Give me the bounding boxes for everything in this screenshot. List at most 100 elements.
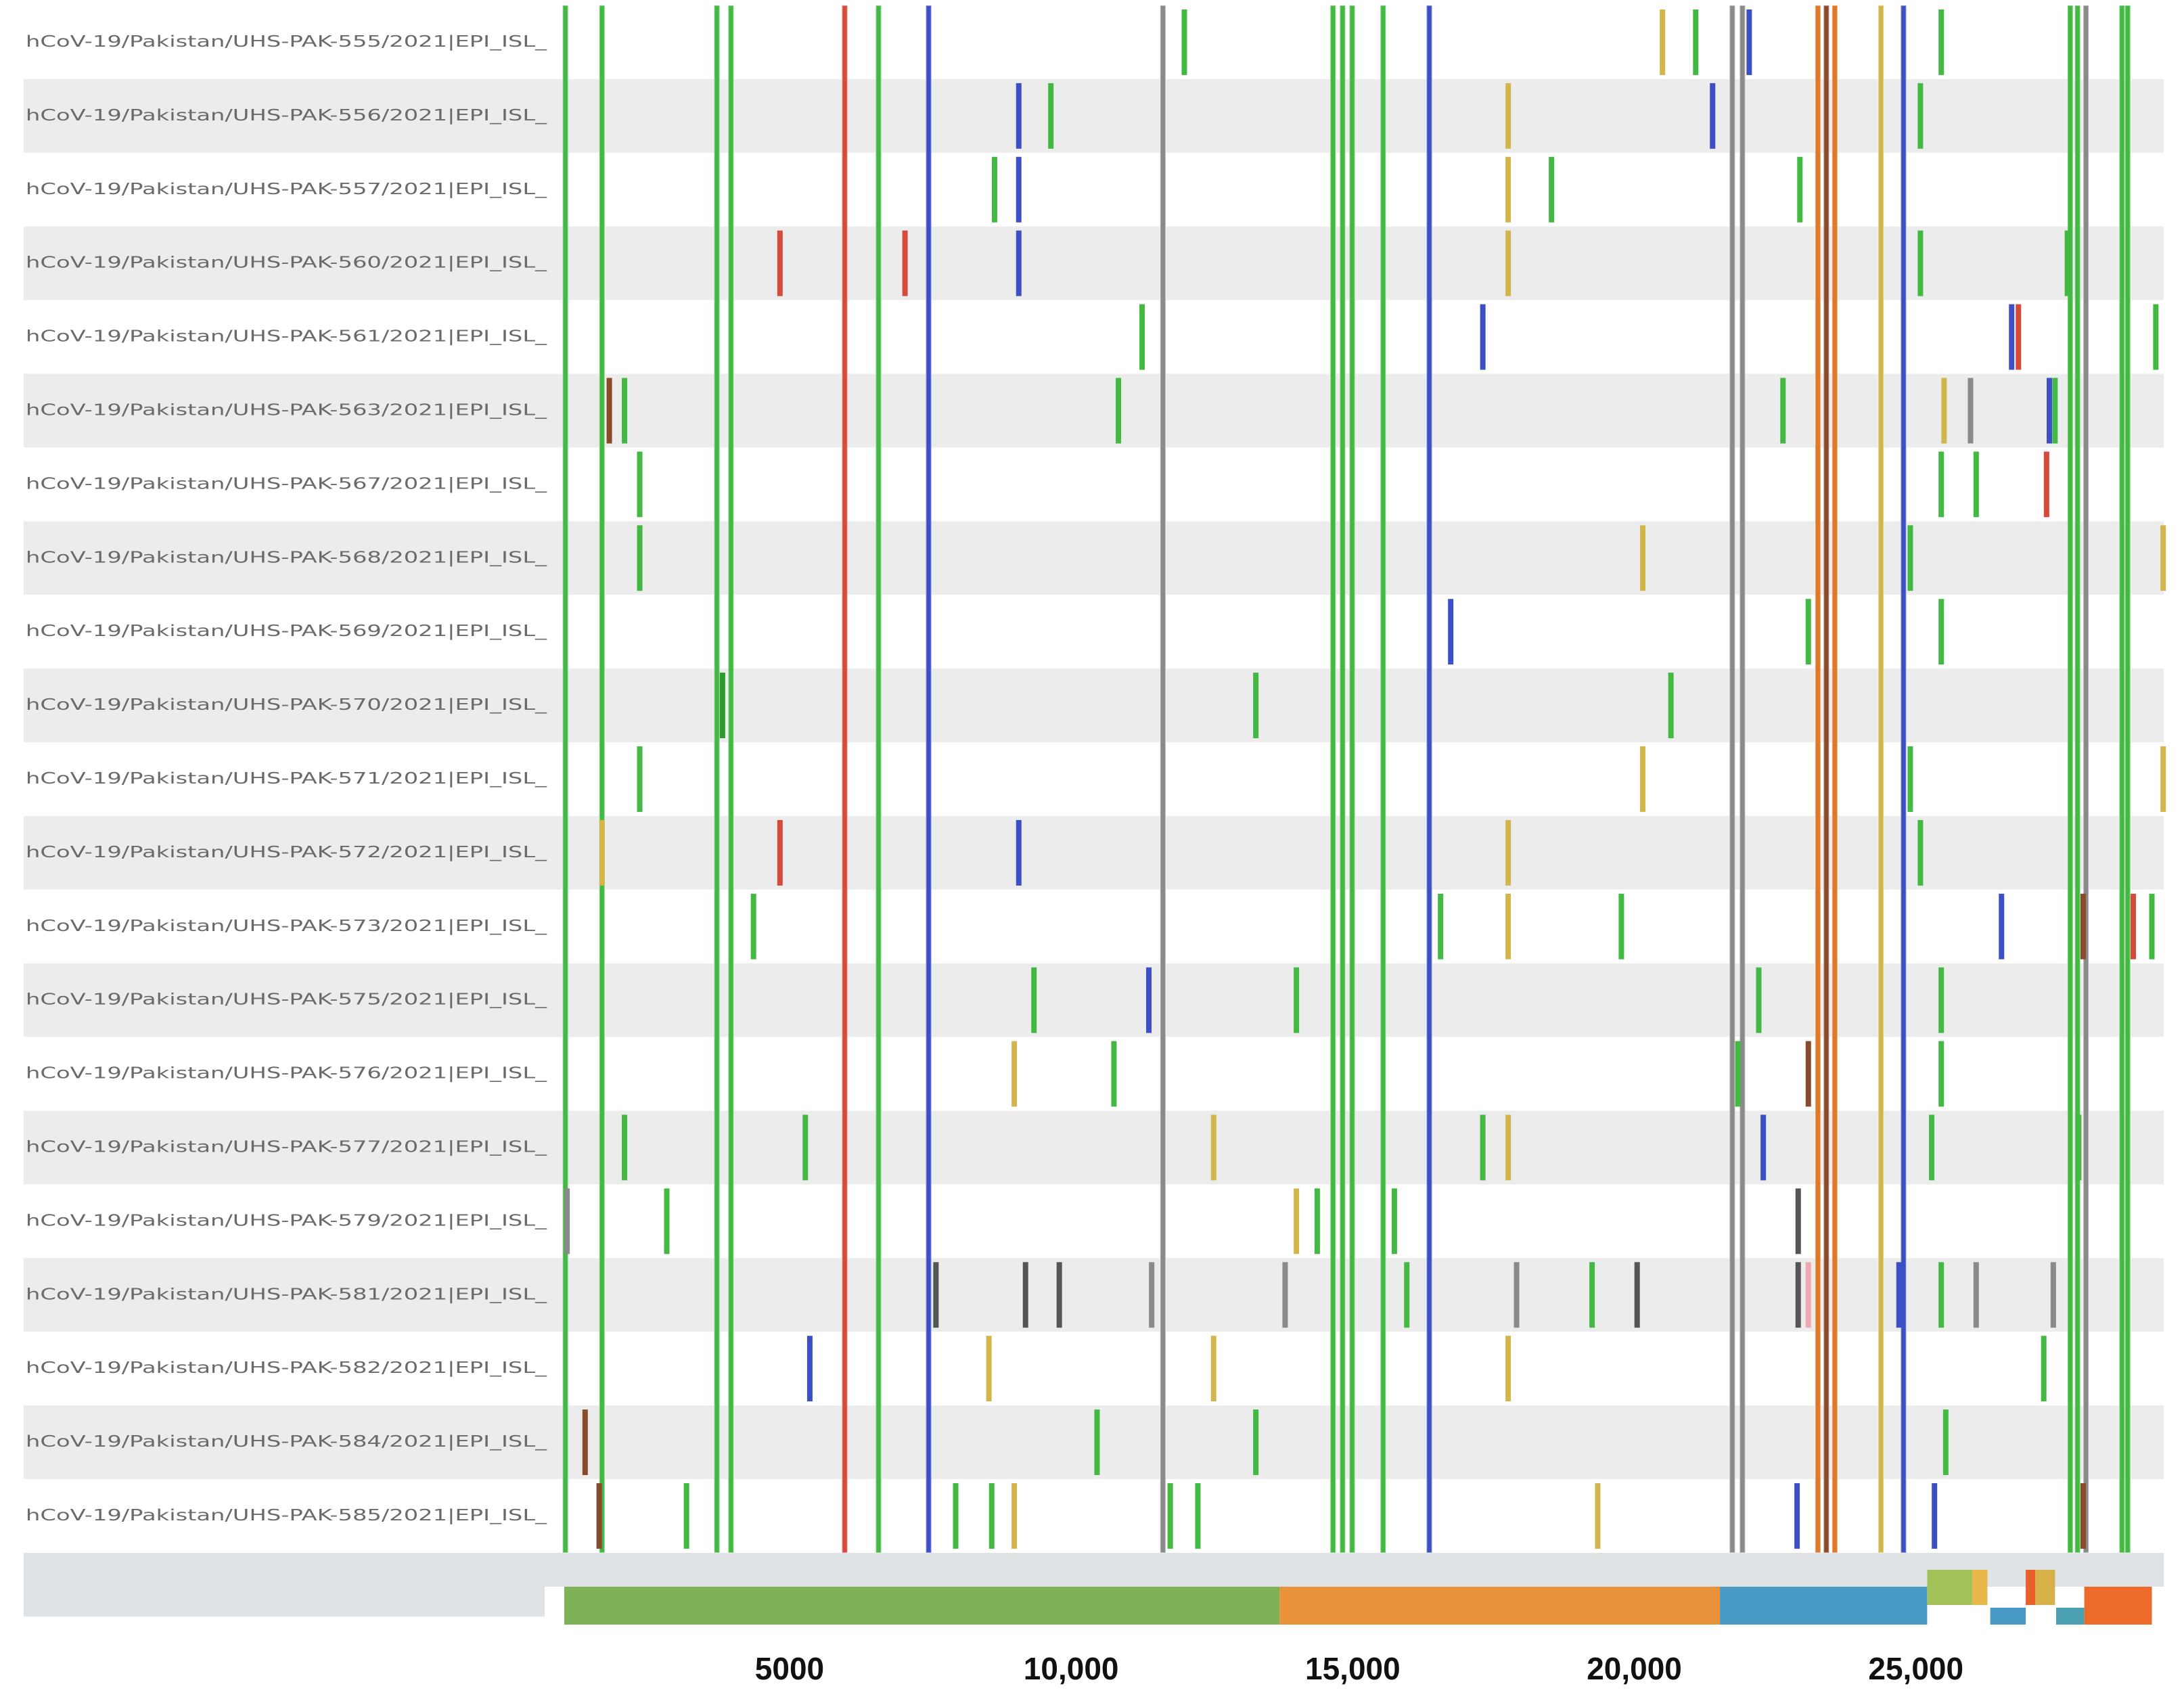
shared-mutation [1159,5,1166,1554]
mutation [1448,599,1454,665]
row-label: hCoV-19/Pakistan/UHS-PAK-567/2021|EPI_IS… [26,475,547,493]
mutation [596,1483,602,1549]
gene-track-background [24,1553,2164,1587]
row-stripe [24,889,2164,964]
row-stripe [24,963,2164,1037]
mutation [902,230,908,296]
mutation [986,1336,992,1402]
mutation [1505,893,1511,959]
mutation [1660,9,1666,75]
row-label: hCoV-19/Pakistan/UHS-PAK-577/2021|EPI_IS… [26,1138,547,1156]
mutation [2050,1262,2056,1328]
mutation [1917,83,1924,149]
mutation [1048,83,1054,149]
mutation [1294,1188,1300,1254]
gene-segment [1720,1587,1928,1625]
mutation [1973,451,1979,518]
mutation [2043,451,2049,518]
mutation [1932,1483,1938,1549]
mutation [1116,378,1122,444]
mutation [1967,378,1974,444]
row-label: hCoV-19/Pakistan/UHS-PAK-557/2021|EPI_IS… [26,181,547,198]
mutation [1634,1262,1640,1328]
mutation [2009,304,2015,370]
mutation [991,156,997,223]
mutation [1438,893,1444,959]
row-label: hCoV-19/Pakistan/UHS-PAK-575/2021|EPI_IS… [26,991,547,1009]
mutation [622,1114,628,1181]
mutation [1167,1483,1173,1549]
row-label: hCoV-19/Pakistan/UHS-PAK-582/2021|EPI_IS… [26,1359,547,1377]
mutation [777,230,783,296]
mutation [1031,967,1037,1033]
x-tick-label: 20,000 [1587,1651,1682,1686]
mutation [1780,378,1786,444]
mutation [1253,673,1259,738]
mutation [2041,1336,2047,1402]
label-footer [24,1587,545,1616]
row-label: hCoV-19/Pakistan/UHS-PAK-561/2021|EPI_IS… [26,328,547,346]
mutation [1595,1483,1601,1549]
shared-mutation [2124,5,2131,1554]
mutation [1999,893,2005,959]
gene-segment [2056,1608,2085,1625]
mutation [1391,1188,1397,1254]
mutation [933,1262,939,1328]
mutation [2076,1114,2082,1181]
mutation [1693,9,1699,75]
mutation [1805,1262,1811,1328]
mutation [1929,1114,1935,1181]
x-tick-label: 5000 [755,1651,824,1686]
mutation [2131,893,2137,959]
mutation [1640,525,1646,591]
mutation [1973,1262,1979,1328]
shared-mutation [1339,5,1346,1554]
mutation [582,1409,588,1475]
mutation [1941,378,1947,444]
mutation [1735,1041,1741,1107]
shared-mutation [1900,5,1907,1554]
row-label: hCoV-19/Pakistan/UHS-PAK-576/2021|EPI_IS… [26,1065,547,1083]
mutation [1505,83,1511,149]
gene-segment [1279,1587,1721,1625]
shared-mutation [598,5,606,1554]
mutation [1896,1262,1902,1328]
mutation [606,378,612,444]
mutation [1294,967,1300,1033]
mutation [1794,1483,1800,1549]
mutation [1938,9,1944,75]
mutation [1505,819,1511,886]
mutation [1668,673,1674,738]
row-label: hCoV-19/Pakistan/UHS-PAK-573/2021|EPI_IS… [26,918,547,935]
x-tick-label: 15,000 [1305,1651,1401,1686]
mutation [1618,893,1624,959]
row-label: hCoV-19/Pakistan/UHS-PAK-571/2021|EPI_IS… [26,770,547,788]
shared-mutation [2074,5,2081,1554]
row-stripe [24,521,2164,595]
mutation [2160,525,2166,591]
mutation [1710,83,1716,149]
mutation [637,451,643,518]
row-label: hCoV-19/Pakistan/UHS-PAK-555/2021|EPI_IS… [26,33,547,51]
mutation [2064,230,2070,296]
shared-mutation [875,5,882,1554]
row-stripe [24,1479,2164,1553]
mutation [1210,1114,1216,1181]
mutation [1149,1262,1155,1328]
mutation [1505,156,1511,223]
row-label: hCoV-19/Pakistan/UHS-PAK-569/2021|EPI_IS… [26,623,547,640]
shared-mutation [1426,5,1433,1554]
mutation [1480,1114,1486,1181]
mutation [1795,1262,1801,1328]
mutation [1640,746,1646,812]
row-stripe [24,669,2164,742]
row-stripe [24,1184,2164,1259]
row-stripe [24,815,2164,890]
mutation [564,1188,570,1254]
row-label: hCoV-19/Pakistan/UHS-PAK-563/2021|EPI_IS… [26,401,547,419]
row-stripe [24,742,2164,816]
mutation [1917,230,1924,296]
mutation [1505,1114,1511,1181]
gene-segment [2035,1570,2055,1605]
